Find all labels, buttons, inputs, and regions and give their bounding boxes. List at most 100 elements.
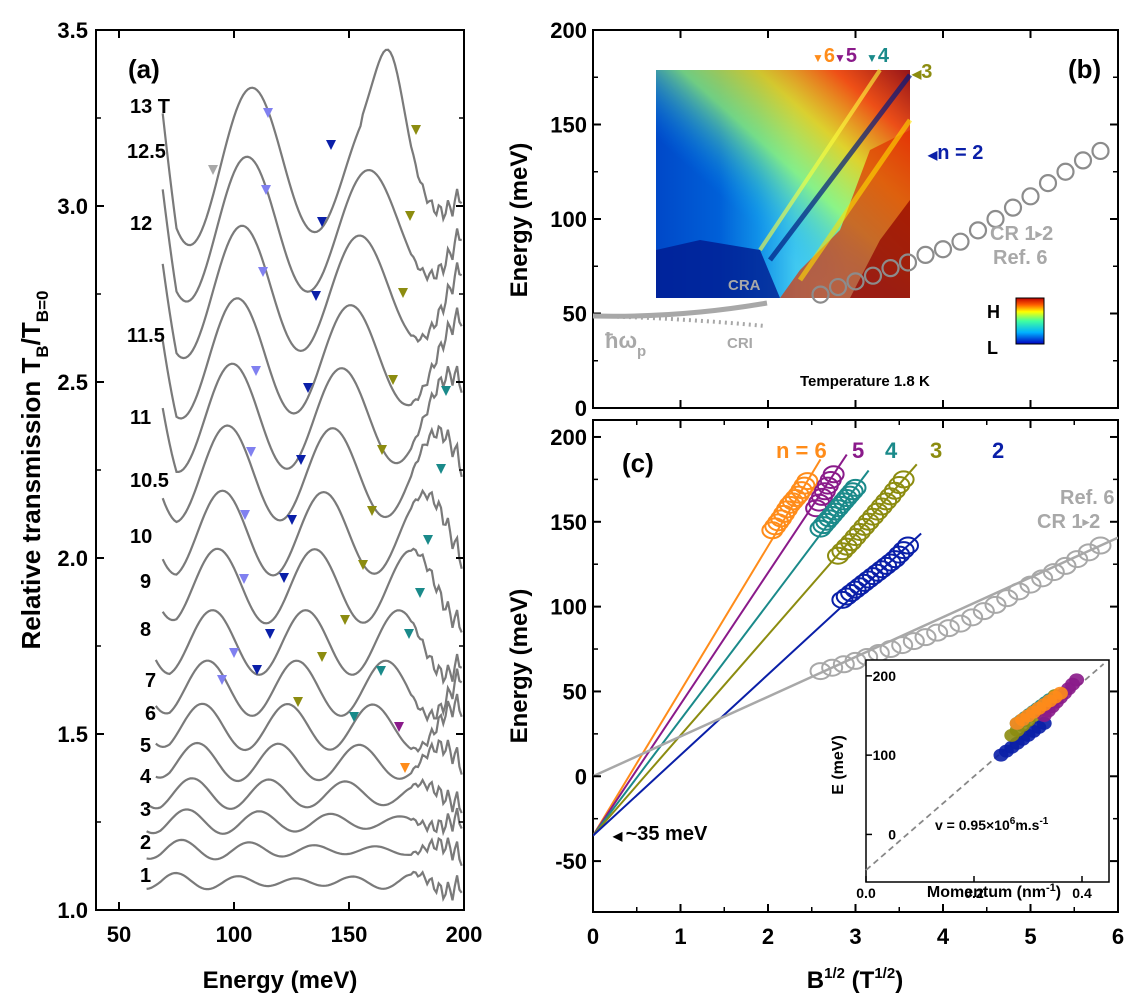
y-tick-label: 50 xyxy=(563,679,587,704)
transition-point xyxy=(892,470,915,489)
spectrum-curve xyxy=(155,693,463,754)
spectrum-curve xyxy=(145,777,463,814)
transition-point xyxy=(914,628,937,647)
transition-point xyxy=(926,623,949,642)
inset-x-tick-label: 0.0 xyxy=(856,885,876,901)
cr-data-point xyxy=(968,221,988,240)
inset-x-tick-label: 0.4 xyxy=(1072,885,1092,901)
transition-point xyxy=(891,636,914,655)
cr-data-point xyxy=(916,245,935,265)
field-label: 11 xyxy=(130,407,151,429)
colour-scale-high: H xyxy=(987,302,1000,322)
transition-point xyxy=(1007,582,1030,601)
transition-point xyxy=(1042,563,1065,582)
level-label-4: ▼4 xyxy=(866,45,890,67)
panel-b: 0 50 100 150 200 CRA CRI ħωp Temperature 1.8… xyxy=(506,18,1119,421)
y-tick-label: 1.0 xyxy=(57,898,88,923)
cr-data-point xyxy=(1073,151,1093,170)
transition-marker xyxy=(279,573,289,583)
transition-point xyxy=(892,541,915,560)
transition-marker xyxy=(287,515,297,525)
transition-point xyxy=(984,595,1007,614)
transition-marker xyxy=(376,666,386,676)
transition-point xyxy=(897,536,919,555)
panel-b-cr-points xyxy=(811,141,1110,304)
panel-b-label: (b) xyxy=(1068,54,1101,84)
panel-b-cr-label: CR 1▸2 xyxy=(990,223,1053,245)
transition-marker xyxy=(405,211,415,221)
spectrum-curve xyxy=(161,224,463,360)
inset-x-tick-label: 0.2 xyxy=(964,885,984,901)
inset-velocity: v = 0.95×106m.s-1 xyxy=(935,816,1049,833)
x-tick-label: 4 xyxy=(937,924,950,949)
inset: 0.0 0.2 0.4 0 100 200 Momentum (nm-1) E (meV)… xyxy=(830,659,1110,901)
intercept-label: ◀ ~35 meV xyxy=(612,823,708,845)
x-tick-label: 100 xyxy=(216,922,253,947)
transition-marker xyxy=(317,217,327,227)
cr-data-point xyxy=(898,253,918,272)
panel-a-spectra xyxy=(145,48,463,903)
y-tick-label: -50 xyxy=(555,849,587,874)
cr-data-point xyxy=(986,209,1005,229)
panel-c-cr-label: CR 1▸2 xyxy=(1037,511,1100,533)
spectrum-curve xyxy=(161,547,463,633)
panel-b-ref-label: Ref. 6 xyxy=(993,247,1047,269)
y-tick-label: 2.0 xyxy=(57,546,88,571)
transition-marker xyxy=(208,165,218,175)
transition-point xyxy=(972,602,995,621)
y-tick-label: 100 xyxy=(550,595,587,620)
colour-scale-low: L xyxy=(987,338,998,358)
transition-point xyxy=(822,465,845,484)
y-tick-label: 2.5 xyxy=(57,370,88,395)
panel-b-ticks: 0 50 100 150 200 xyxy=(550,18,1119,421)
field-label: 2 xyxy=(140,832,151,854)
cr-data-point xyxy=(846,272,865,291)
transition-point xyxy=(883,550,906,569)
colour-map xyxy=(656,68,913,298)
temperature-label: Temperature 1.8 K xyxy=(800,373,930,390)
inset-y-tick-label: 100 xyxy=(873,747,897,763)
spectrum-curve xyxy=(161,297,463,420)
transition-point xyxy=(844,580,867,599)
fit-line xyxy=(593,454,848,837)
level-label-c3: 3 xyxy=(930,438,942,463)
panel-c-xlabel: B1/2 (T1/2) xyxy=(807,965,903,994)
heatmap-bright-stripe xyxy=(758,68,882,252)
panel-c-data-points xyxy=(761,465,1112,681)
transition-point xyxy=(1089,536,1112,555)
transition-point xyxy=(870,560,893,579)
panel-b-level-labels: ◀n = 2 ▼6 ▼5 ▼4 ◀3 xyxy=(812,45,983,164)
transition-point xyxy=(1077,543,1100,562)
transition-point xyxy=(961,608,984,627)
inset-y-tick-label: 0 xyxy=(888,826,896,842)
transition-marker xyxy=(303,383,313,393)
level-label-3: ◀3 xyxy=(911,61,932,83)
panel-c-label: (c) xyxy=(622,448,654,478)
x-tick-label: 150 xyxy=(331,922,368,947)
cri-line xyxy=(592,314,766,328)
x-tick-label: 3 xyxy=(849,924,861,949)
field-label: 12 xyxy=(130,213,152,235)
panel-a-markers xyxy=(208,108,451,773)
inset-ylabel: E (meV) xyxy=(830,735,847,795)
x-tick-label: 2 xyxy=(762,924,774,949)
transition-marker xyxy=(367,506,377,516)
transition-marker xyxy=(415,588,425,598)
transition-point xyxy=(1066,550,1089,569)
y-tick-label: 150 xyxy=(550,113,587,138)
transition-point xyxy=(853,573,876,592)
transition-point xyxy=(832,655,855,674)
spectrum-curve xyxy=(146,807,463,837)
transition-marker xyxy=(251,366,261,376)
transition-marker xyxy=(258,267,268,277)
transition-marker xyxy=(317,652,327,662)
field-label: 6 xyxy=(145,703,156,725)
panel-a-ylabel: Relative transmission TB/TB=0 xyxy=(16,291,52,650)
inset-content: 0.0 0.2 0.4 0 100 200 xyxy=(856,663,1105,901)
cr-data-point xyxy=(1038,173,1058,193)
panel-c-ref-label: Ref. 6 xyxy=(1060,487,1114,509)
transition-point xyxy=(848,577,871,596)
cr-data-point xyxy=(1091,141,1110,161)
level-label-c2: 2 xyxy=(992,438,1004,463)
transition-point xyxy=(835,587,858,606)
